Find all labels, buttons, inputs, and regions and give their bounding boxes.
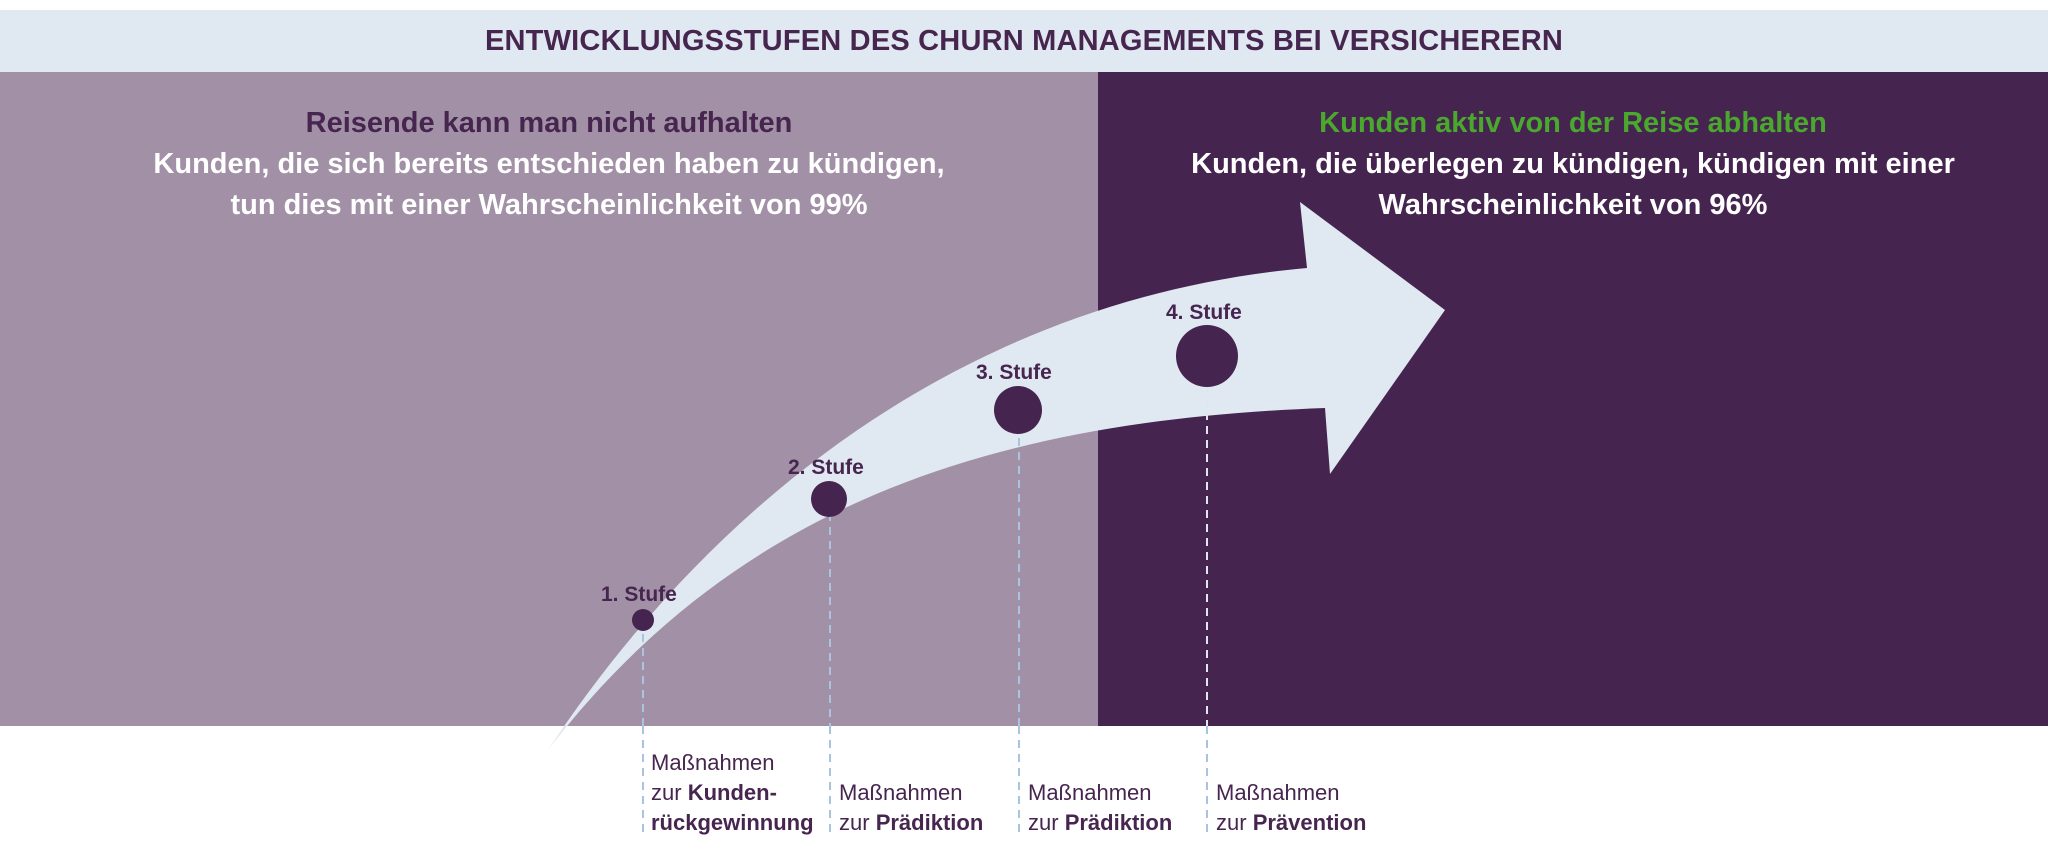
stage-3-measure: Maßnahmen zur Prädiktion [1028, 778, 1172, 838]
page-title: ENTWICKLUNGSSTUFEN DES CHURN MANAGEMENTS… [485, 24, 1563, 57]
left-text-line-1: Kunden, die sich bereits entschieden hab… [153, 148, 945, 180]
stage-4-marker [1176, 325, 1238, 387]
stage-1-measure-bold: Kunden- [687, 780, 777, 805]
left-text-line-2: tun dies mit einer Wahrscheinlichkeit vo… [230, 189, 868, 221]
stage-2-label: 2. Stufe [788, 456, 864, 479]
right-text-line-1: Kunden, die überlegen zu kündigen, kündi… [1191, 148, 1955, 180]
stage-3-marker [994, 386, 1042, 434]
dashed-connectors [642, 356, 1208, 836]
left-heading-block: Reisende kann man nicht aufhalten Kunden… [0, 103, 1098, 226]
stage-3-measure-prefix: zur [1028, 810, 1065, 835]
stage-3-label: 3. Stufe [976, 361, 1052, 384]
stage-4-measure-prefix: zur [1216, 810, 1253, 835]
stage-1-measure: Maßnahmen zur Kunden- rückgewinnung [651, 748, 814, 838]
stage-1-measure-line-2: zur Kunden- [651, 778, 814, 808]
stage-1-label: 1. Stufe [601, 583, 677, 606]
stage-3-measure-line-2: zur Prädiktion [1028, 808, 1172, 838]
stage-1-measure-line-1: Maßnahmen [651, 750, 775, 775]
stage-4-label: 4. Stufe [1166, 301, 1242, 324]
stage-2-measure: Maßnahmen zur Prädiktion [839, 778, 983, 838]
stage-markers [632, 325, 1238, 631]
right-heading: Kunden aktiv von der Reise abhalten [1319, 107, 1827, 139]
stage-4-measure-line-2: zur Prävention [1216, 808, 1366, 838]
title-bar: ENTWICKLUNGSSTUFEN DES CHURN MANAGEMENTS… [0, 10, 2048, 72]
stage-4-measure: Maßnahmen zur Prävention [1216, 778, 1366, 838]
stage-4-measure-bold: Prävention [1252, 810, 1367, 835]
left-heading: Reisende kann man nicht aufhalten [305, 107, 793, 139]
right-text-line-2: Wahrscheinlichkeit von 96% [1378, 189, 1768, 221]
growth-arrow [548, 202, 1445, 750]
stage-2-measure-prefix: zur [839, 810, 876, 835]
stage-1-measure-bold-2: rückgewinnung [651, 810, 814, 835]
stage-2-measure-bold: Prädiktion [875, 810, 984, 835]
stage-1-marker [632, 609, 654, 631]
stage-2-measure-line-1: Maßnahmen [839, 780, 963, 805]
right-heading-block: Kunden aktiv von der Reise abhalten Kund… [1098, 103, 2048, 226]
stage-3-measure-line-1: Maßnahmen [1028, 780, 1152, 805]
stage-1-measure-line-3: rückgewinnung [651, 808, 814, 838]
stage-2-marker [811, 481, 847, 517]
stage-4-measure-line-1: Maßnahmen [1216, 780, 1340, 805]
stage-1-measure-prefix: zur [651, 780, 688, 805]
stage-3-measure-bold: Prädiktion [1064, 810, 1173, 835]
stage-2-measure-line-2: zur Prädiktion [839, 808, 983, 838]
